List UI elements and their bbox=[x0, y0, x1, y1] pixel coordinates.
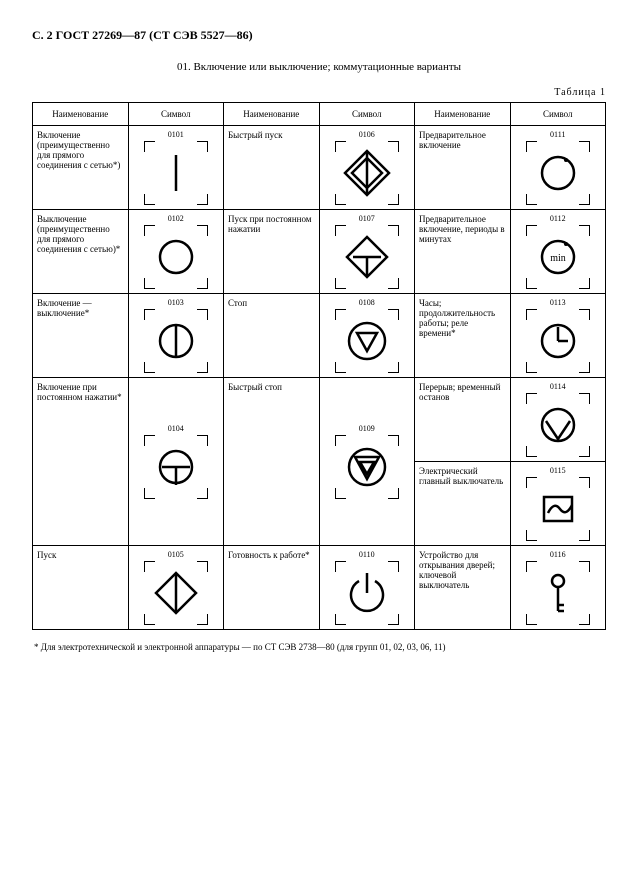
symbol-code: 0113 bbox=[513, 298, 604, 307]
symbol-cell: 0101 bbox=[128, 126, 224, 210]
symbol-cell: 0108 bbox=[319, 294, 415, 378]
symbol-cell: 0109 bbox=[319, 378, 415, 546]
symbol-code: 0110 bbox=[322, 550, 413, 559]
symbol-cell: 0106 bbox=[319, 126, 415, 210]
crop-frame bbox=[526, 477, 590, 541]
symbol-table: Наименование Символ Наименование Символ … bbox=[32, 102, 606, 630]
crop-frame bbox=[526, 393, 590, 457]
page-header: С. 2 ГОСТ 27269—87 (СТ СЭВ 5527—86) bbox=[32, 28, 606, 43]
crop-frame bbox=[526, 309, 590, 373]
symbol-code: 0103 bbox=[131, 298, 222, 307]
crop-frame bbox=[144, 435, 208, 499]
name-cell: Выключение (преимущественно для прямого … bbox=[33, 210, 129, 294]
crop-frame bbox=[144, 561, 208, 625]
symbol-code: 0109 bbox=[322, 424, 413, 433]
symbol-cell: 0104 bbox=[128, 378, 224, 546]
name-cell: Электрический главный выключатель bbox=[415, 462, 511, 546]
crop-frame bbox=[526, 141, 590, 205]
symbol-code: 0115 bbox=[513, 466, 604, 475]
symbol-code: 0101 bbox=[131, 130, 222, 139]
crop-frame bbox=[335, 435, 399, 499]
name-cell: Быстрый стоп bbox=[224, 378, 320, 546]
footnote: * Для электротехнической и электронной а… bbox=[32, 638, 606, 656]
svg-text:min: min bbox=[550, 253, 566, 264]
name-cell: Пуск bbox=[33, 546, 129, 630]
crop-frame bbox=[526, 561, 590, 625]
name-cell: Перерыв; временный останов bbox=[415, 378, 511, 462]
symbol-code: 0111 bbox=[513, 130, 604, 139]
name-cell: Пуск при постоянном нажатии bbox=[224, 210, 320, 294]
name-cell: Включение — выключение* bbox=[33, 294, 129, 378]
crop-frame bbox=[144, 141, 208, 205]
symbol-code: 0116 bbox=[513, 550, 604, 559]
th-name: Наименование bbox=[33, 103, 129, 126]
symbol-code: 0105 bbox=[131, 550, 222, 559]
crop-frame: min bbox=[526, 225, 590, 289]
symbol-cell: 0103 bbox=[128, 294, 224, 378]
symbol-cell: 0102 bbox=[128, 210, 224, 294]
symbol-code: 0112 bbox=[513, 214, 604, 223]
crop-frame bbox=[335, 561, 399, 625]
name-cell: Включение (преимущественно для прямого с… bbox=[33, 126, 129, 210]
name-cell: Включение при постоянном нажатии* bbox=[33, 378, 129, 546]
symbol-cell: 0113 bbox=[510, 294, 606, 378]
th-symbol: Символ bbox=[128, 103, 224, 126]
symbol-cell: 0114 bbox=[510, 378, 606, 462]
symbol-code: 0104 bbox=[131, 424, 222, 433]
th-symbol: Символ bbox=[510, 103, 606, 126]
symbol-code: 0102 bbox=[131, 214, 222, 223]
crop-frame bbox=[335, 309, 399, 373]
symbol-cell: 0107 bbox=[319, 210, 415, 294]
section-title: 01. Включение или выключение; коммутацио… bbox=[32, 61, 606, 73]
symbol-code: 0114 bbox=[513, 382, 604, 391]
th-symbol: Символ bbox=[319, 103, 415, 126]
symbol-cell: 0115 bbox=[510, 462, 606, 546]
symbol-cell: 0116 bbox=[510, 546, 606, 630]
crop-frame bbox=[335, 141, 399, 205]
symbol-cell: 0110 bbox=[319, 546, 415, 630]
th-name: Наименование bbox=[415, 103, 511, 126]
symbol-code: 0107 bbox=[322, 214, 413, 223]
name-cell: Быстрый пуск bbox=[224, 126, 320, 210]
symbol-code: 0106 bbox=[322, 130, 413, 139]
crop-frame bbox=[335, 225, 399, 289]
table-label: Таблица 1 bbox=[32, 87, 606, 98]
name-cell: Предварительное включение, периоды в мин… bbox=[415, 210, 511, 294]
th-name: Наименование bbox=[224, 103, 320, 126]
symbol-cell: 0111 bbox=[510, 126, 606, 210]
name-cell: Часы; продолжительность работы; реле вре… bbox=[415, 294, 511, 378]
crop-frame bbox=[144, 225, 208, 289]
name-cell: Устройство для открывания дверей; ключев… bbox=[415, 546, 511, 630]
name-cell: Готовность к работе* bbox=[224, 546, 320, 630]
crop-frame bbox=[144, 309, 208, 373]
name-cell: Стоп bbox=[224, 294, 320, 378]
symbol-cell: 0105 bbox=[128, 546, 224, 630]
name-cell: Предварительное включение bbox=[415, 126, 511, 210]
symbol-code: 0108 bbox=[322, 298, 413, 307]
symbol-cell: 0112 min bbox=[510, 210, 606, 294]
